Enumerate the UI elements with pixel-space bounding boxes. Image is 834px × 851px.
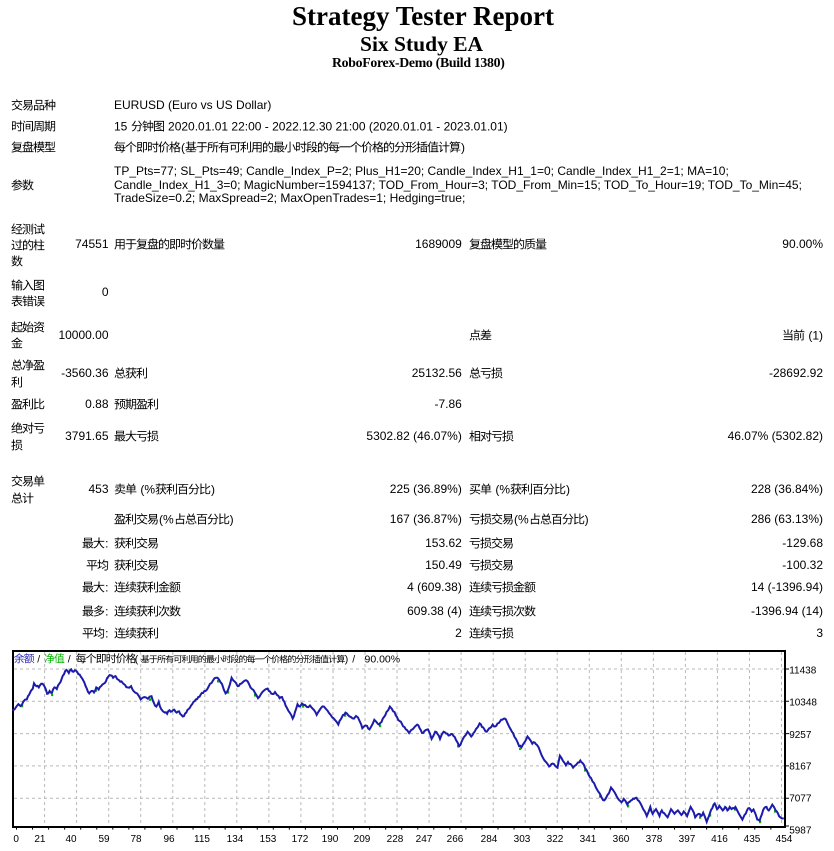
svg-text:59: 59: [98, 834, 110, 845]
svg-text:): ): [345, 653, 349, 665]
svg-text:303: 303: [514, 834, 531, 845]
svg-text:5987: 5987: [789, 826, 812, 837]
svg-text:416: 416: [711, 834, 728, 845]
svg-text:266: 266: [447, 834, 464, 845]
svg-text:209: 209: [354, 834, 371, 845]
svg-text:284: 284: [481, 834, 498, 845]
svg-text:/: /: [37, 653, 40, 665]
svg-text:40: 40: [65, 834, 77, 845]
svg-text:9257: 9257: [789, 730, 812, 741]
svg-text:190: 190: [322, 834, 339, 845]
svg-text:/: /: [68, 653, 71, 665]
svg-text:96: 96: [163, 834, 175, 845]
svg-text:341: 341: [580, 834, 597, 845]
svg-text:435: 435: [744, 834, 761, 845]
svg-text:/: /: [352, 653, 355, 665]
svg-text:247: 247: [416, 834, 433, 845]
svg-text:134: 134: [227, 834, 244, 845]
svg-text:228: 228: [387, 834, 404, 845]
svg-text:397: 397: [679, 834, 696, 845]
svg-text:378: 378: [646, 834, 663, 845]
svg-text:(: (: [135, 653, 139, 665]
svg-text:7077: 7077: [789, 793, 812, 804]
svg-text:78: 78: [130, 834, 142, 845]
svg-text:454: 454: [776, 834, 793, 845]
svg-text:115: 115: [194, 834, 210, 845]
svg-text:21: 21: [34, 834, 46, 845]
svg-text:360: 360: [613, 834, 630, 845]
svg-text:0: 0: [13, 834, 19, 845]
svg-text:8167: 8167: [789, 761, 812, 772]
svg-text:153: 153: [260, 834, 277, 845]
svg-text:11438: 11438: [789, 666, 817, 677]
svg-text:90.00%: 90.00%: [365, 653, 401, 665]
svg-text:10348: 10348: [789, 698, 817, 709]
svg-text:322: 322: [547, 834, 564, 845]
svg-text:172: 172: [292, 834, 309, 845]
